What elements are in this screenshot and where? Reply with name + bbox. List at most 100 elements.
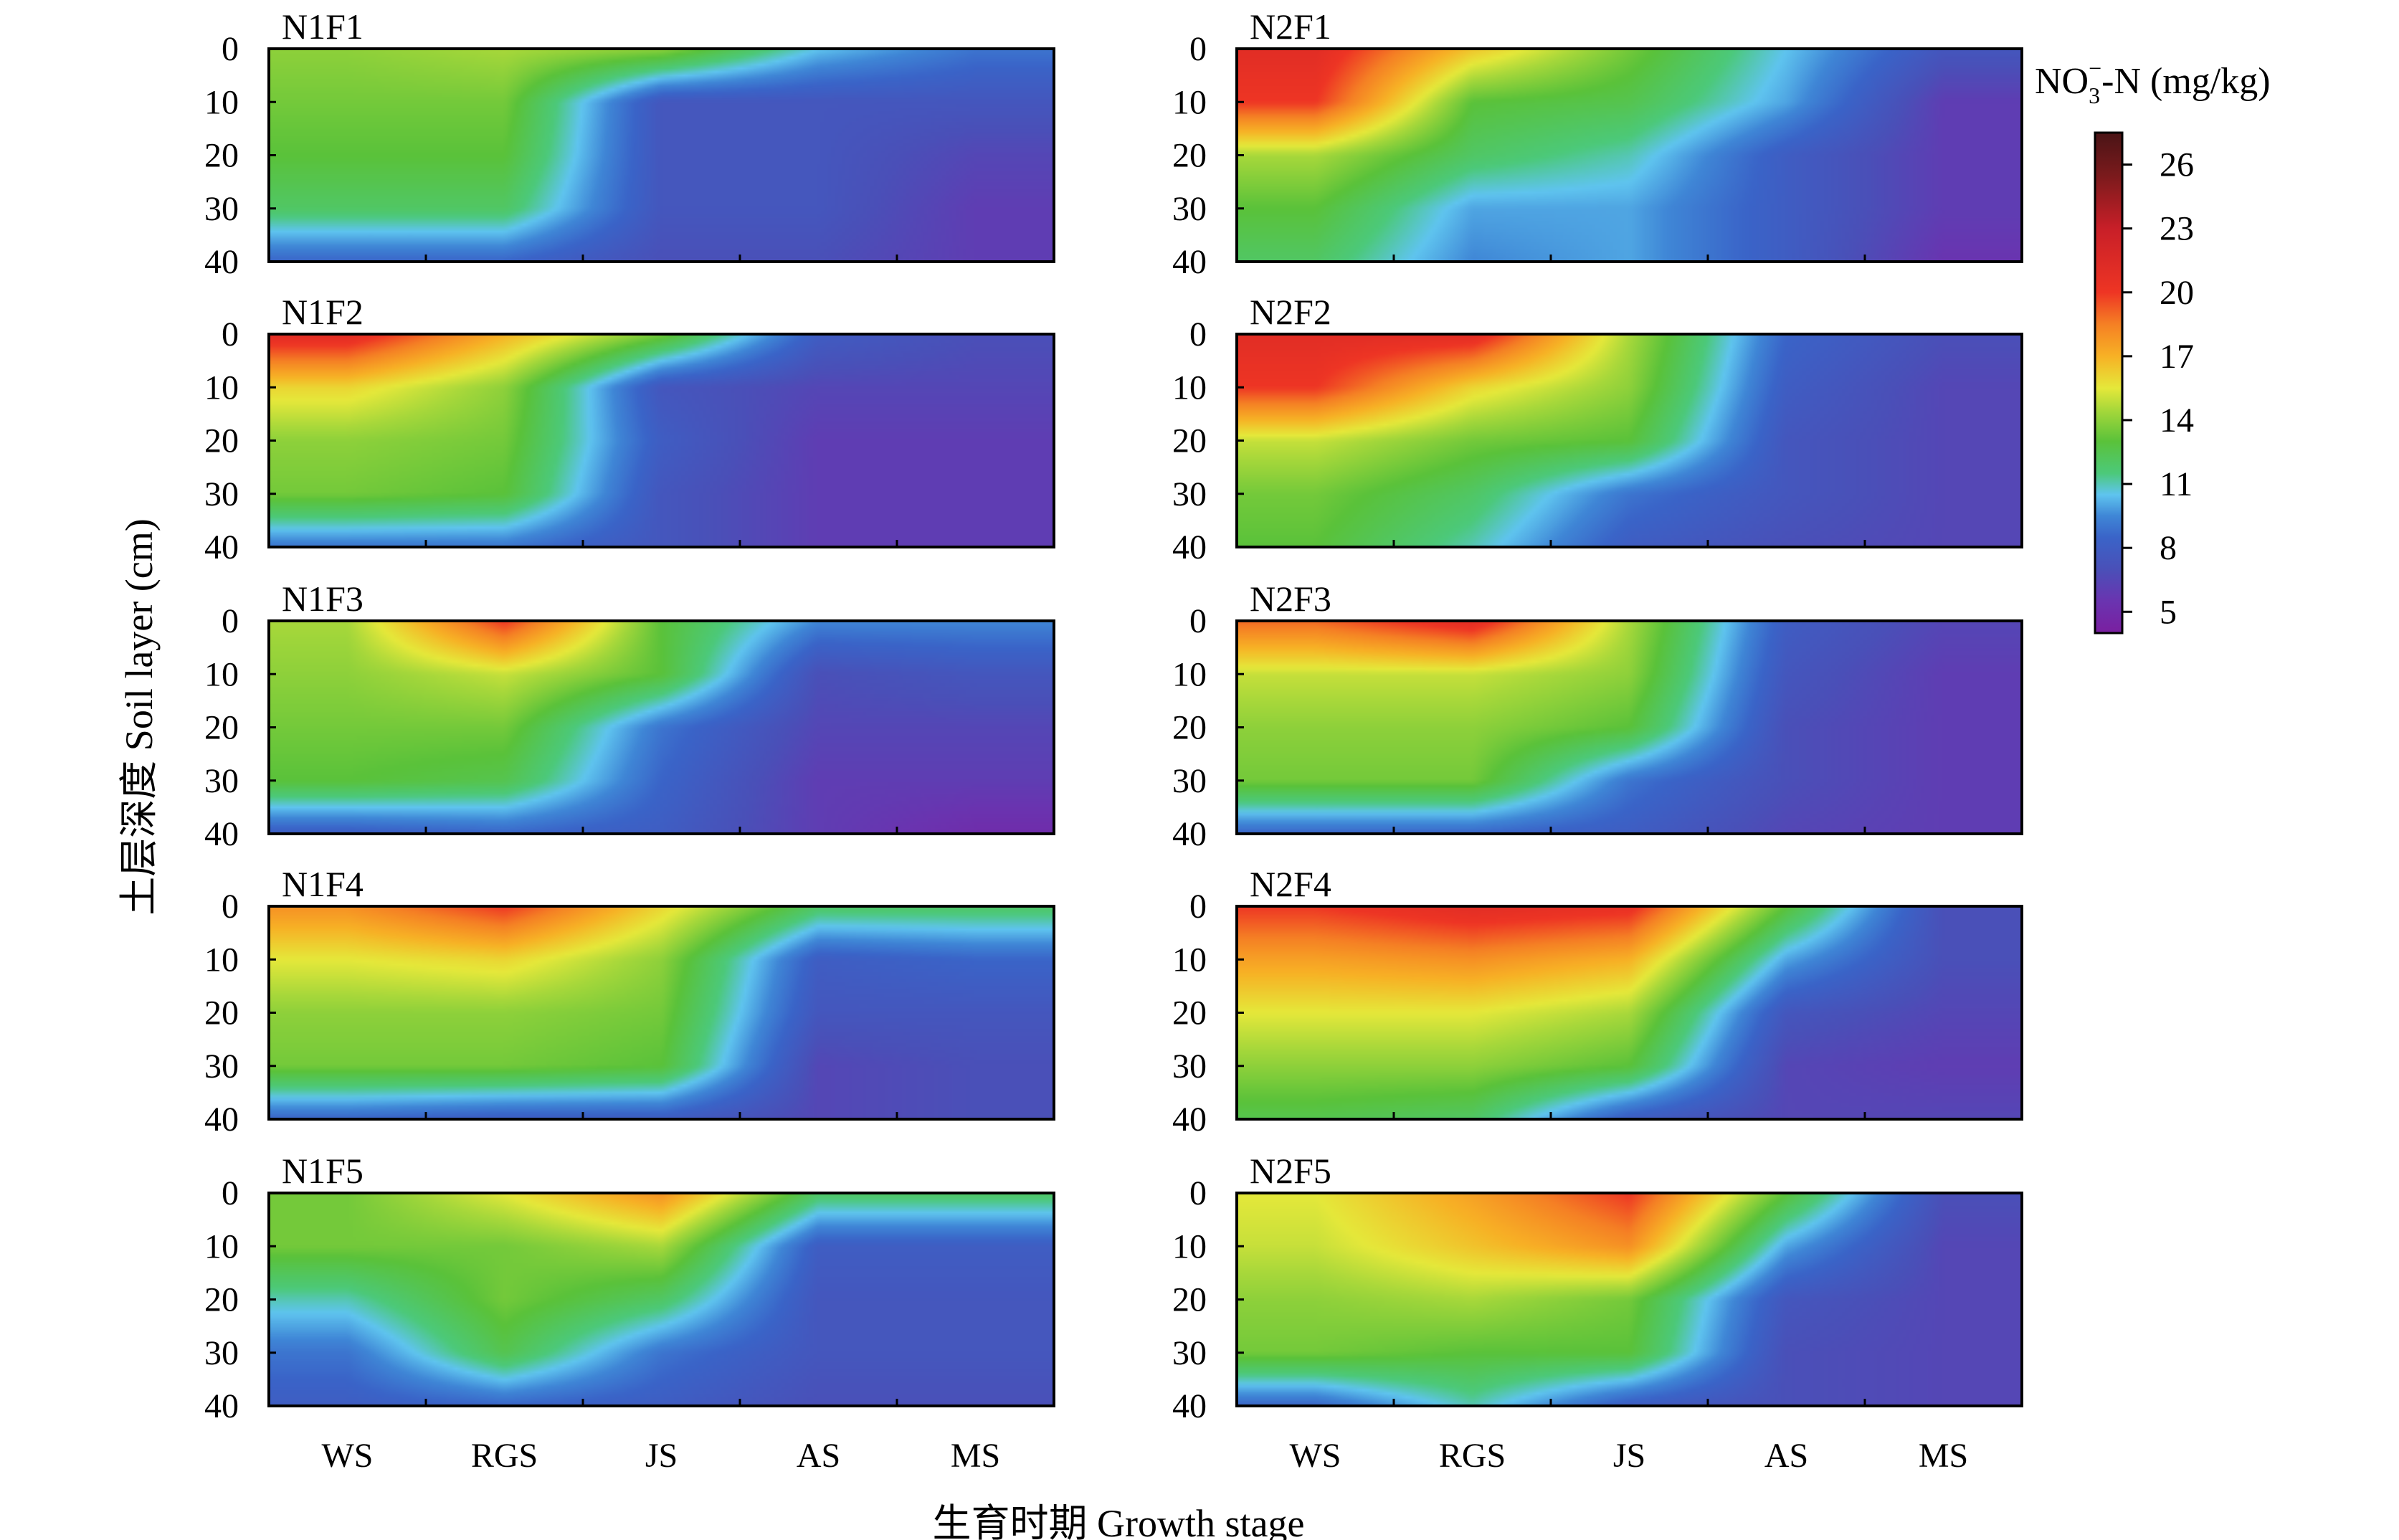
panel-n2f1: 0 10 20 30 40 N2F1 (1172, 6, 2023, 281)
colorbar-title-main: NO (2035, 61, 2089, 102)
y-tick-label: 0 (1189, 888, 1207, 926)
colorbar-tick-label: 8 (2160, 529, 2177, 567)
y-tick-label: 20 (204, 709, 239, 747)
colorbar-tick-label: 26 (2160, 146, 2194, 184)
y-tick-label: 20 (204, 1281, 239, 1319)
panel-title: N1F4 (282, 864, 364, 904)
x-category-label: WS (322, 1437, 374, 1475)
colorbar-title-rest: -N (mg/kg) (2101, 61, 2270, 102)
y-tick-label: 0 (222, 602, 239, 640)
y-tick-label: 40 (204, 1387, 239, 1425)
colorbar: 5 8 11 14 17 20 23 26 NO3−-N (mg/kg) (2035, 55, 2271, 634)
y-tick-label: 20 (1172, 137, 1207, 175)
colorbar-gradient (2094, 131, 2124, 634)
colorbar-tick-label: 17 (2160, 338, 2194, 376)
panel-title: N2F3 (1250, 579, 1331, 619)
y-tick-label: 20 (204, 137, 239, 175)
y-tick-label: 20 (1172, 422, 1207, 460)
y-tick-label: 10 (1172, 369, 1207, 407)
colorbar-tick-label: 11 (2160, 465, 2193, 503)
y-tick-label: 10 (1172, 1227, 1207, 1265)
heatmap-surface (269, 906, 1054, 1119)
heatmap-surface (269, 1193, 1054, 1406)
panel-n1f4: 0 10 20 30 40 N1F4 (204, 864, 1055, 1139)
y-tick-label: 10 (1172, 655, 1207, 693)
y-tick-label: 30 (1172, 762, 1207, 800)
colorbar-tick-label: 20 (2160, 274, 2194, 312)
panel-title: N2F2 (1250, 292, 1331, 332)
y-tick-label: 20 (204, 994, 239, 1032)
heatmap-surface (1237, 49, 2022, 262)
y-tick-label: 0 (1189, 315, 1207, 353)
x-category-label: JS (1613, 1437, 1645, 1475)
y-tick-label: 40 (204, 815, 239, 853)
colorbar-tick-label: 5 (2160, 593, 2177, 631)
y-tick-label: 30 (204, 475, 239, 513)
y-tick-label: 10 (204, 369, 239, 407)
panel-n1f3: 0 10 20 30 40 N1F3 (204, 579, 1055, 853)
y-tick-label: 40 (1172, 528, 1207, 566)
y-tick-label: 10 (1172, 83, 1207, 121)
x-category-label: WS (1290, 1437, 1341, 1475)
heatmap-surface (1237, 1193, 2022, 1406)
x-category-label: MS (951, 1437, 1000, 1475)
y-tick-label: 0 (222, 888, 239, 926)
colorbar-title-sup: − (2089, 55, 2101, 81)
panel-title: N2F4 (1250, 864, 1331, 904)
panel-title: N2F5 (1250, 1151, 1331, 1191)
heatmap-surface (269, 49, 1054, 262)
y-tick-label: 0 (222, 30, 239, 68)
panel-n2f2: 0 10 20 30 40 N2F2 (1172, 292, 2023, 566)
panel-title: N1F3 (282, 579, 364, 619)
y-tick-label: 20 (1172, 994, 1207, 1032)
y-tick-label: 40 (1172, 243, 1207, 281)
y-tick-label: 40 (204, 1101, 239, 1139)
panel-title: N1F2 (282, 292, 364, 332)
x-category-label: RGS (1439, 1437, 1506, 1475)
heatmap-surface (269, 621, 1054, 834)
y-tick-label: 30 (204, 190, 239, 228)
panel-n1f5: 0 10 20 30 40 N1F5 (204, 1151, 1055, 1425)
x-category-label: AS (797, 1437, 840, 1475)
x-category-label: JS (645, 1437, 678, 1475)
y-tick-label: 40 (204, 243, 239, 281)
panel-title: N1F1 (282, 6, 364, 47)
y-tick-label: 0 (1189, 30, 1207, 68)
y-tick-label: 40 (1172, 1387, 1207, 1425)
y-tick-label: 20 (1172, 709, 1207, 747)
y-tick-label: 30 (1172, 190, 1207, 228)
x-axis-title: 生育时期 Growth stage (933, 1502, 1305, 1540)
colorbar-title: NO3−-N (mg/kg) (2035, 55, 2271, 108)
colorbar-title-sub: 3 (2089, 82, 2100, 108)
y-tick-label: 30 (1172, 1334, 1207, 1372)
panel-n1f1: 0 10 20 30 40 N1F1 (204, 6, 1055, 281)
x-category-label: AS (1764, 1437, 1808, 1475)
y-axis-title: 土层深度 Soil layer (cm) (118, 518, 161, 915)
y-tick-label: 30 (204, 762, 239, 800)
y-tick-label: 10 (1172, 941, 1207, 979)
y-tick-label: 10 (204, 83, 239, 121)
y-tick-label: 10 (204, 655, 239, 693)
panel-n1f2: 0 10 20 30 40 N1F2 (204, 292, 1055, 566)
y-tick-label: 0 (1189, 1174, 1207, 1212)
y-tick-label: 0 (1189, 602, 1207, 640)
panel-n2f3: 0 10 20 30 40 N2F3 (1172, 579, 2023, 853)
panel-n2f5: 0 10 20 30 40 N2F5 (1172, 1151, 2023, 1425)
heatmap-surface (1237, 906, 2022, 1119)
heatmap-surface (269, 334, 1054, 547)
y-tick-label: 30 (1172, 475, 1207, 513)
y-tick-label: 40 (1172, 815, 1207, 853)
panel-title: N2F1 (1250, 6, 1331, 47)
heatmap-surface (1237, 334, 2022, 547)
colorbar-tick-label: 14 (2160, 401, 2194, 439)
y-tick-label: 30 (1172, 1047, 1207, 1085)
panel-n2f4: 0 10 20 30 40 N2F4 (1172, 864, 2023, 1139)
y-tick-label: 0 (222, 315, 239, 353)
y-tick-label: 30 (204, 1334, 239, 1372)
heatmap-surface (1237, 621, 2022, 834)
y-tick-label: 30 (204, 1047, 239, 1085)
y-tick-label: 20 (1172, 1281, 1207, 1319)
y-tick-label: 10 (204, 941, 239, 979)
